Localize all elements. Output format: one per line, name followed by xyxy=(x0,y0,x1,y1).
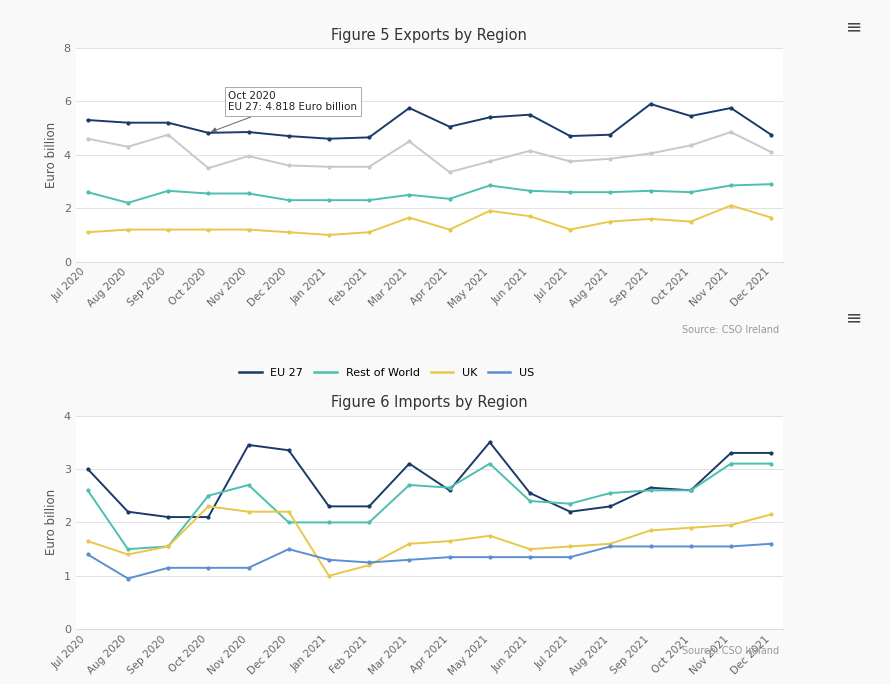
Title: Figure 6 Imports by Region: Figure 6 Imports by Region xyxy=(331,395,528,410)
Text: ≡: ≡ xyxy=(846,308,862,328)
Text: Source: CSO Ireland: Source: CSO Ireland xyxy=(682,646,779,657)
Text: ≡: ≡ xyxy=(846,18,862,37)
Legend: EU 27, Rest of World, UK, US: EU 27, Rest of World, UK, US xyxy=(237,366,537,380)
Y-axis label: Euro billion: Euro billion xyxy=(45,489,58,555)
Y-axis label: Euro billion: Euro billion xyxy=(45,122,58,188)
Text: Oct 2020
EU 27: 4.818 Euro billion: Oct 2020 EU 27: 4.818 Euro billion xyxy=(212,90,358,132)
Text: Source: CSO Ireland: Source: CSO Ireland xyxy=(682,325,779,335)
Title: Figure 5 Exports by Region: Figure 5 Exports by Region xyxy=(331,27,528,42)
